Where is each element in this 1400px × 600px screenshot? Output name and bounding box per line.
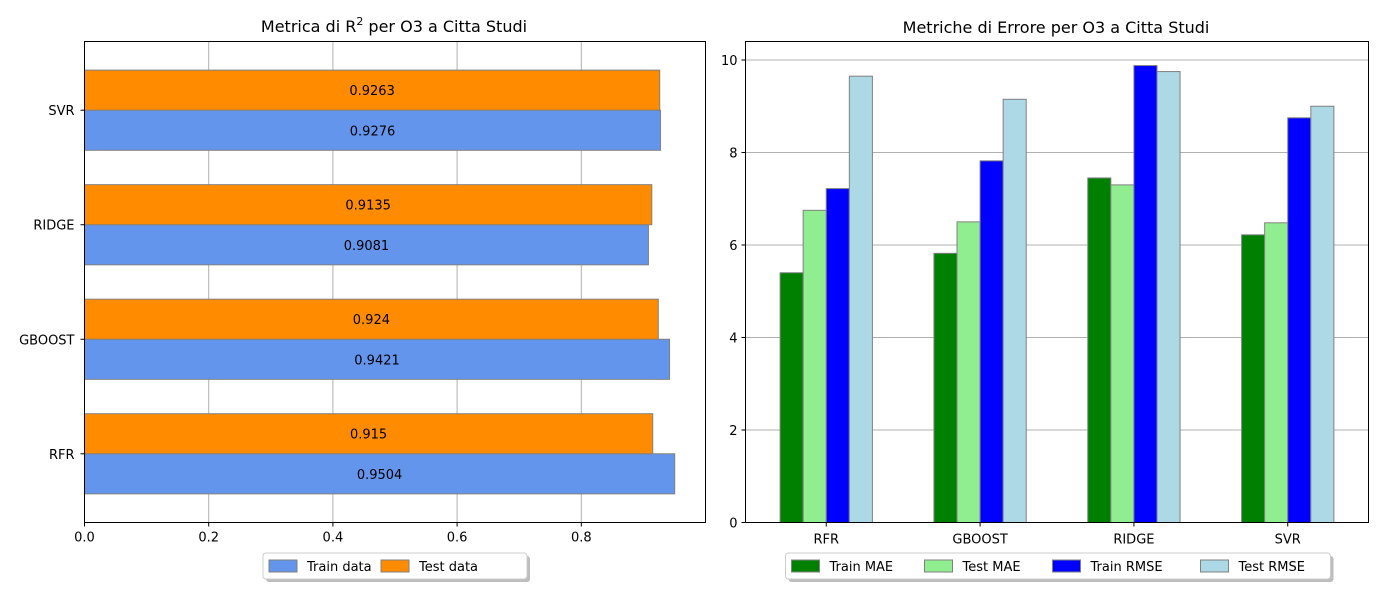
value-label-train-svr: 0.9276 (350, 124, 396, 139)
error-legend: Train MAE Test MAE Train RMSE Test RMSE (785, 552, 1334, 582)
value-label-test-ridge: 0.9135 (345, 199, 391, 214)
legend-swatch-train-data (268, 559, 298, 573)
bar-test-svr (84, 69, 661, 111)
bar-test-mae-ridge (1110, 184, 1135, 523)
r2-title-superscript: 2 (356, 15, 363, 28)
error-y-axis: 0 2 4 6 8 10 (721, 54, 746, 532)
r2-x-tick-label: 0.6 (447, 531, 468, 546)
r2-chart: Metrica di R2 per O3 a Citta Studi 0.950… (19, 15, 706, 582)
r2-x-tick-label: 0.4 (323, 531, 344, 546)
error-y-tick-label: 0 (729, 517, 737, 532)
error-y-tick-label: 10 (721, 54, 738, 69)
bar-test-rmse-svr (1310, 105, 1335, 523)
legend-swatch-test-data (380, 559, 410, 573)
bar-test-rmse-ridge (1156, 71, 1181, 523)
bar-train-svr (84, 109, 662, 151)
bar-test-rmse-rfr (848, 75, 873, 523)
bar-train-rfr (84, 453, 676, 495)
r2-x-tick-label: 0.8 (571, 531, 592, 546)
value-label-test-gboost: 0.924 (353, 313, 390, 328)
bar-train-mae-rfr (779, 272, 804, 523)
r2-y-tick-label-rfr: RFR (49, 448, 75, 463)
bar-test-mae-rfr (802, 209, 827, 523)
r2-x-axis: 0.0 0.2 0.4 0.6 0.8 (74, 522, 592, 546)
bar-test-mae-gboost (956, 221, 981, 523)
error-bars (779, 65, 1335, 524)
legend-swatch-test-rmse (1200, 559, 1229, 573)
bar-train-rmse-ridge (1133, 65, 1158, 524)
value-label-test-rfr: 0.915 (350, 428, 387, 443)
legend-label-train-mae: Train MAE (829, 560, 894, 575)
bar-train-gboost (84, 338, 671, 380)
bar-test-mae-svr (1264, 222, 1289, 524)
bar-train-rmse-rfr (825, 188, 850, 523)
bar-train-rmse-gboost (979, 160, 1004, 523)
r2-bars (84, 69, 676, 495)
r2-y-tick-label-svr: SVR (48, 104, 74, 119)
error-x-tick-label-ridge: RIDGE (1113, 533, 1154, 548)
bar-train-mae-ridge (1087, 177, 1112, 523)
value-label-train-rfr: 0.9504 (357, 468, 403, 483)
r2-x-tick-label: 0.2 (198, 531, 219, 546)
r2-legend: Train data Test data (262, 552, 530, 582)
bar-train-mae-svr (1241, 234, 1266, 523)
bar-test-rmse-gboost (1002, 98, 1027, 523)
legend-label-test-mae: Test MAE (962, 560, 1021, 575)
value-label-test-svr: 0.9263 (349, 84, 395, 99)
legend-label-test-data: Test data (418, 560, 478, 575)
value-label-train-gboost: 0.9421 (354, 353, 400, 368)
legend-swatch-train-mae (791, 559, 820, 573)
r2-y-tick-label-gboost: GBOOST (19, 333, 74, 348)
error-y-tick-label: 8 (729, 147, 737, 162)
r2-y-axis: RFR GBOOST RIDGE SVR (19, 104, 85, 463)
error-y-tick-label: 6 (729, 239, 737, 254)
error-y-tick-label: 4 (729, 332, 737, 347)
legend-swatch-train-rmse (1052, 559, 1081, 573)
r2-value-labels: 0.9504 0.915 0.9421 0.924 0.9081 0.9135 0.9276… (344, 84, 403, 483)
r2-chart-title: Metrica di R2 per O3 a Citta Studi (261, 15, 527, 36)
error-y-tick-label: 2 (729, 424, 737, 439)
legend-swatch-test-mae (924, 559, 953, 573)
error-chart: Metriche di Errore per O3 a Citta Studi … (721, 18, 1369, 582)
error-x-tick-label-rfr: RFR (813, 533, 839, 548)
error-plot-frame (745, 41, 1369, 523)
error-chart-title: Metriche di Errore per O3 a Citta Studi (903, 18, 1210, 37)
error-x-tick-label-gboost: GBOOST (952, 533, 1007, 548)
r2-y-tick-label-ridge: RIDGE (33, 219, 74, 234)
error-x-tick-label-svr: SVR (1275, 533, 1301, 548)
value-label-train-ridge: 0.9081 (344, 239, 390, 254)
error-x-axis: RFR GBOOST RIDGE SVR (813, 522, 1301, 548)
legend-label-train-rmse: Train RMSE (1090, 560, 1163, 575)
r2-plot-frame (84, 41, 706, 523)
bar-test-rfr (84, 413, 654, 455)
bar-train-rmse-svr (1287, 117, 1312, 523)
r2-x-tick-label: 0.0 (74, 531, 95, 546)
legend-label-train-data: Train data (306, 560, 372, 575)
legend-label-test-rmse: Test RMSE (1238, 560, 1305, 575)
bar-train-mae-gboost (933, 252, 958, 523)
